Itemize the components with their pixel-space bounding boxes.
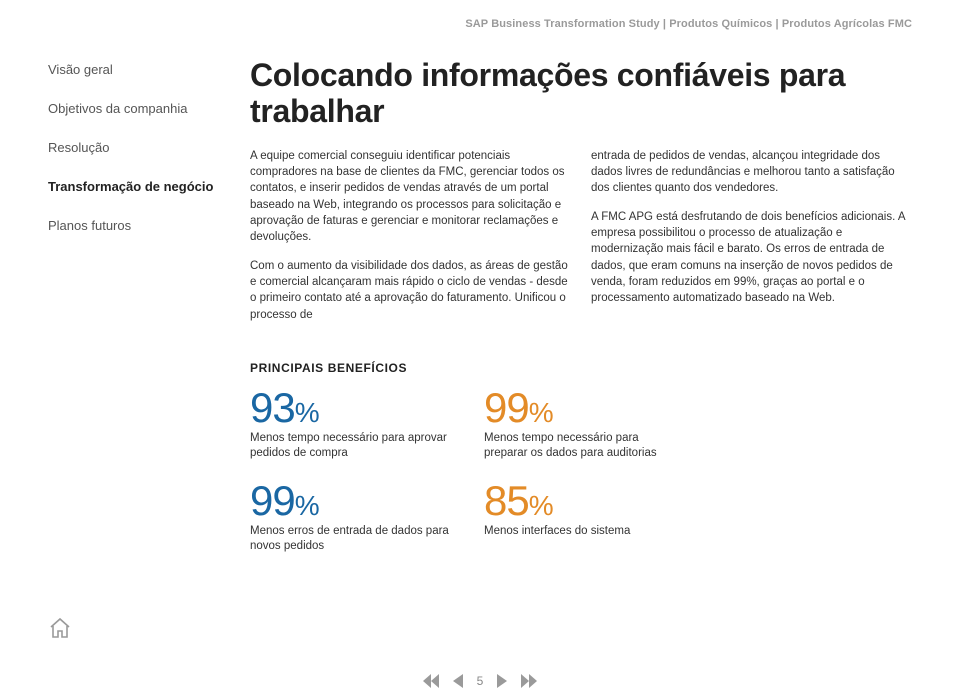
stat-85: 85% Menos interfaces do sistema bbox=[484, 480, 684, 540]
column-left: A equipe comercial conseguiu identificar… bbox=[250, 148, 571, 335]
body-columns: A equipe comercial conseguiu identificar… bbox=[250, 148, 912, 335]
nav-last-icon[interactable] bbox=[521, 674, 537, 688]
sidebar-item-objectives[interactable]: Objetivos da companhia bbox=[48, 101, 218, 118]
nav-first-icon[interactable] bbox=[423, 674, 439, 688]
stat-label: Menos tempo necessário para preparar os … bbox=[484, 431, 684, 462]
footer-nav: 5 bbox=[0, 674, 960, 688]
stat-99a: 99% Menos erros de entrada de dados para… bbox=[250, 480, 450, 555]
benefits-heading: PRINCIPAIS BENEFÍCIOS bbox=[250, 361, 912, 375]
stat-93: 93% Menos tempo necessário para aprovar … bbox=[250, 387, 450, 462]
main-content: Colocando informações confiáveis para tr… bbox=[250, 58, 912, 573]
nav-prev-icon[interactable] bbox=[453, 674, 463, 688]
benefits-grid: 93% Menos tempo necessário para aprovar … bbox=[250, 387, 912, 573]
benefits-col-right: 99% Menos tempo necessário para preparar… bbox=[484, 387, 684, 573]
paragraph: A equipe comercial conseguiu identificar… bbox=[250, 148, 571, 246]
stat-99b: 99% Menos tempo necessário para preparar… bbox=[484, 387, 684, 462]
stat-value: 85% bbox=[484, 480, 684, 522]
nav-next-icon[interactable] bbox=[497, 674, 507, 688]
sidebar-nav: Visão geral Objetivos da companhia Resol… bbox=[48, 58, 218, 573]
paragraph: Com o aumento da visibilidade dos dados,… bbox=[250, 258, 571, 323]
sidebar-item-overview[interactable]: Visão geral bbox=[48, 62, 218, 79]
stat-label: Menos tempo necessário para aprovar pedi… bbox=[250, 431, 450, 462]
home-icon[interactable] bbox=[48, 616, 72, 640]
page-title: Colocando informações confiáveis para tr… bbox=[250, 58, 912, 130]
sidebar-item-future-plans[interactable]: Planos futuros bbox=[48, 218, 218, 235]
stat-value: 93% bbox=[250, 387, 450, 429]
sidebar-item-resolution[interactable]: Resolução bbox=[48, 140, 218, 157]
benefits-col-left: 93% Menos tempo necessário para aprovar … bbox=[250, 387, 450, 573]
paragraph: entrada de pedidos de vendas, alcançou i… bbox=[591, 148, 912, 197]
column-right: entrada de pedidos de vendas, alcançou i… bbox=[591, 148, 912, 335]
paragraph: A FMC APG está desfrutando de dois benef… bbox=[591, 209, 912, 307]
stat-label: Menos erros de entrada de dados para nov… bbox=[250, 524, 450, 555]
stat-label: Menos interfaces do sistema bbox=[484, 524, 684, 540]
stat-value: 99% bbox=[250, 480, 450, 522]
breadcrumb: SAP Business Transformation Study | Prod… bbox=[48, 18, 912, 30]
stat-value: 99% bbox=[484, 387, 684, 429]
page-number: 5 bbox=[477, 674, 484, 688]
sidebar-item-transformation[interactable]: Transformação de negócio bbox=[48, 179, 218, 196]
